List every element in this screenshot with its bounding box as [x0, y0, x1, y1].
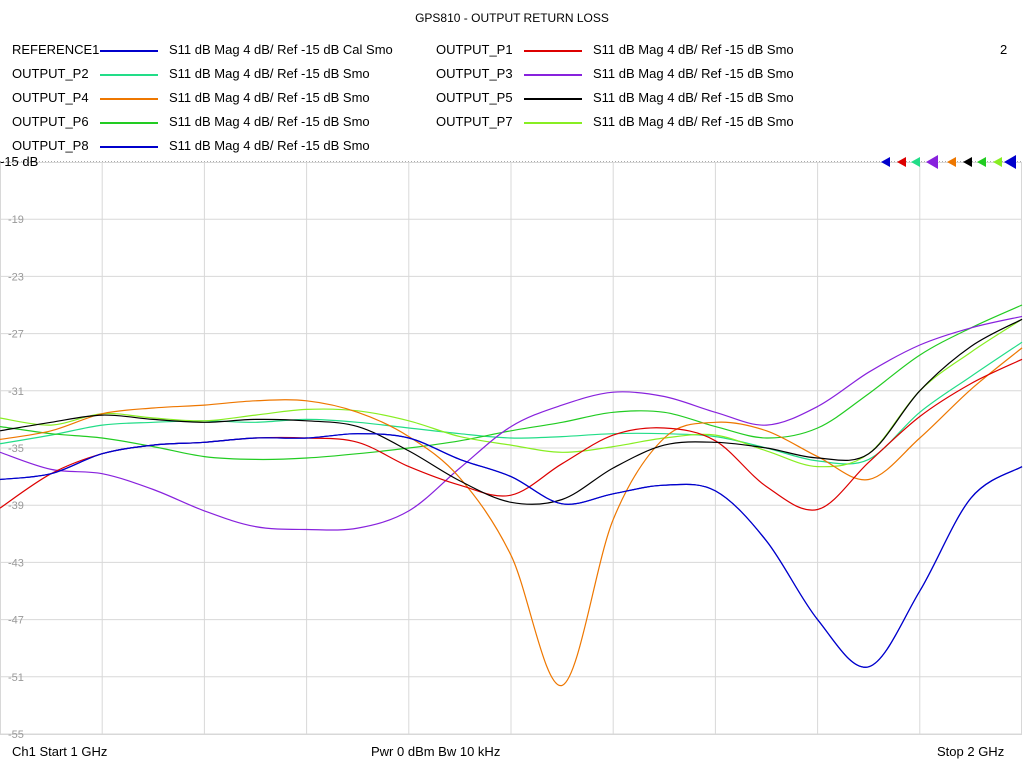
- grid: [0, 161, 1022, 735]
- plot-border: [0, 162, 1022, 735]
- legend-swatch: [100, 50, 158, 52]
- trace-reference-marker: [977, 157, 986, 167]
- legend-trace-settings: S11 dB Mag 4 dB/ Ref -15 dB Smo: [593, 114, 794, 129]
- legend-trace-name: REFERENCE1: [12, 42, 100, 57]
- legend-trace-settings: S11 dB Mag 4 dB/ Ref -15 dB Smo: [169, 138, 370, 153]
- y-tick-label: -39: [8, 500, 24, 512]
- legend-trace-name: OUTPUT_P6: [12, 114, 89, 129]
- legend-swatch: [524, 50, 582, 52]
- trace-reference-marker: [963, 157, 972, 167]
- y-tick-label: -27: [8, 329, 24, 341]
- trace-output-p4: [0, 347, 1023, 687]
- legend-swatch: [100, 98, 158, 100]
- y-tick-labels: -19 -23 -27 -31 -35 -39 -43 -47 -51 -55: [8, 214, 24, 741]
- legend-swatch: [100, 74, 158, 76]
- trace-reference-marker: [881, 157, 890, 167]
- y-tick-label: -43: [8, 557, 24, 569]
- legend-trace-settings: S11 dB Mag 4 dB/ Ref -15 dB Cal Smo: [169, 42, 393, 57]
- legend-trace-settings: S11 dB Mag 4 dB/ Ref -15 dB Smo: [593, 90, 794, 105]
- trace-reference1: [0, 433, 1023, 668]
- legend-trace-name: OUTPUT_P5: [436, 90, 513, 105]
- channel-number: 2: [1000, 42, 1008, 57]
- trace-output-p6: [0, 304, 1023, 461]
- legend-swatch: [100, 146, 158, 148]
- legend-trace-settings: S11 dB Mag 4 dB/ Ref -15 dB Smo: [169, 114, 370, 129]
- y-tick-label: -31: [8, 386, 24, 398]
- chart-title: GPS810 - OUTPUT RETURN LOSS: [415, 11, 609, 25]
- legend-trace-settings: S11 dB Mag 4 dB/ Ref -15 dB Smo: [169, 66, 370, 81]
- legend-trace-name: OUTPUT_P4: [12, 90, 89, 105]
- legend-trace-settings: S11 dB Mag 4 dB/ Ref -15 dB Smo: [593, 42, 794, 57]
- power-bandwidth: Pwr 0 dBm Bw 10 kHz: [371, 744, 501, 759]
- trace-reference-marker: [897, 157, 906, 167]
- trace-reference-marker: [993, 157, 1002, 167]
- legend-trace-name: OUTPUT_P1: [436, 42, 513, 57]
- start-frequency: Ch1 Start 1 GHz: [12, 744, 108, 759]
- y-tick-label: -55: [8, 729, 24, 741]
- legend-trace-settings: S11 dB Mag 4 dB/ Ref -15 dB Smo: [593, 66, 794, 81]
- reference-markers: [881, 155, 1016, 169]
- trace-output-p3: [0, 315, 1023, 531]
- legend-trace-name: OUTPUT_P8: [12, 138, 89, 153]
- legend-trace-name: OUTPUT_P7: [436, 114, 513, 129]
- y-tick-label: -35: [8, 443, 24, 455]
- legend-trace-settings: S11 dB Mag 4 dB/ Ref -15 dB Smo: [169, 90, 370, 105]
- legend-swatch: [524, 98, 582, 100]
- trace-reference-marker: [1004, 155, 1016, 169]
- y-tick-label: -19: [8, 214, 24, 226]
- traces: [0, 304, 1023, 687]
- reference-level-label: -15 dB: [0, 154, 39, 169]
- y-tick-label: -23: [8, 271, 24, 283]
- trace-output-p2: [0, 341, 1023, 465]
- trace-reference-marker: [947, 157, 956, 167]
- trace-output-p5: [0, 318, 1023, 505]
- legend-trace-name: OUTPUT_P3: [436, 66, 513, 81]
- legend-swatch: [524, 74, 582, 76]
- trace-reference-marker: [911, 157, 920, 167]
- y-tick-label: -47: [8, 615, 24, 627]
- legend-swatch: [524, 122, 582, 124]
- legend-trace-name: OUTPUT_P2: [12, 66, 89, 81]
- y-tick-label: -51: [8, 672, 24, 684]
- trace-reference-marker: [926, 155, 938, 169]
- legend-swatch: [100, 122, 158, 124]
- stop-frequency: Stop 2 GHz: [937, 744, 1005, 759]
